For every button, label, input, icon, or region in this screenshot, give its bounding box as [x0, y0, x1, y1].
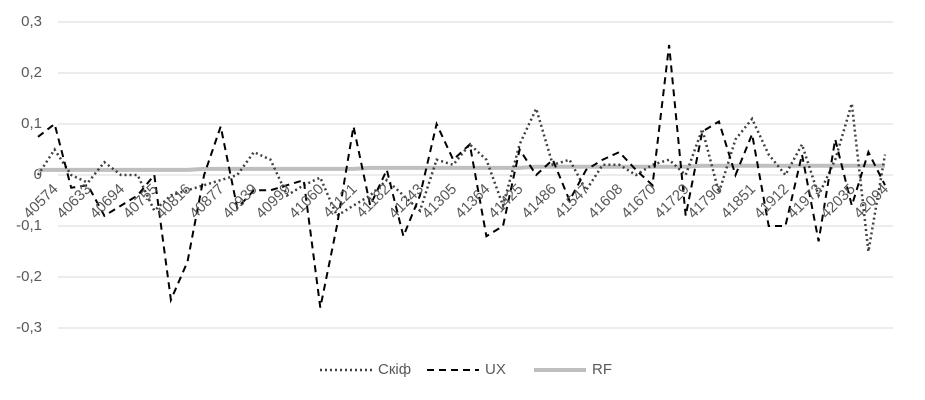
x-tick-label: 41851: [718, 181, 760, 223]
y-tick-label: 0,1: [21, 115, 42, 132]
x-tick-label: 41729: [651, 181, 693, 223]
x-tick-label: 40816: [153, 181, 195, 223]
x-tick-label: 41486: [518, 181, 560, 223]
x-tick-label: 40999: [253, 181, 295, 223]
x-tick-label: 41060: [286, 181, 328, 223]
y-tick-label: -0,1: [16, 217, 42, 234]
x-tick-label: 41547: [552, 181, 594, 223]
y-tick-label: 0,3: [21, 13, 42, 30]
x-tick-label: 41364: [452, 181, 494, 223]
line-series: [36, 103, 887, 252]
line-series: [37, 44, 886, 308]
legend-label: Скіф: [378, 361, 411, 378]
x-tick-label: 41305: [419, 181, 461, 223]
x-tick-label: 40694: [87, 181, 129, 223]
x-tick-label: 41973: [784, 181, 826, 223]
x-tick-label: 40877: [186, 181, 228, 223]
x-tick-label: 40755: [120, 181, 162, 223]
x-tick-label: 40574: [20, 181, 62, 223]
x-tick-label: 40939: [219, 181, 261, 223]
y-tick-label: -0,2: [16, 268, 42, 285]
legend-label: UX: [485, 361, 506, 378]
legend-label: RF: [592, 361, 612, 378]
y-tick-label: -0,3: [16, 319, 42, 336]
x-tick-label: 41425: [485, 181, 527, 223]
x-tick-label: 41121: [320, 181, 361, 222]
x-tick-label: 41670: [618, 181, 660, 223]
x-tick-label: 41608: [585, 181, 627, 223]
x-tick-label: 41912: [751, 181, 793, 223]
line-series: [38, 163, 885, 172]
y-tick-label: 0,2: [21, 64, 42, 81]
